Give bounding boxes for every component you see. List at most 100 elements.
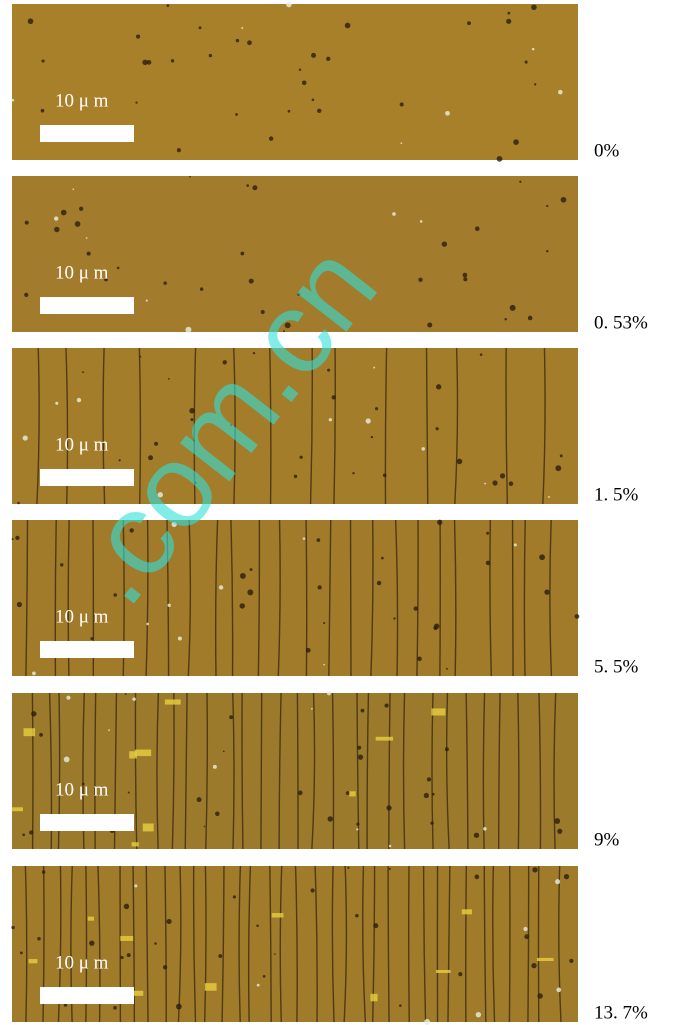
crack [509,866,510,1022]
scale-bar [40,125,134,142]
particle [24,293,28,297]
particle [139,356,141,358]
particle [445,747,449,751]
defect [132,842,139,846]
defect [431,708,445,715]
particle [200,287,203,290]
particle [163,281,167,285]
particle [475,226,480,231]
defect [29,959,38,963]
particle [509,481,514,486]
particle [15,536,19,540]
particle [252,185,257,190]
particle [523,927,527,931]
particle [546,250,548,252]
scale-label: 10 μ m [55,434,109,455]
particle [427,322,432,327]
particle [474,833,479,838]
defect [462,909,472,914]
particle [375,407,378,410]
particle [263,975,266,978]
particle [483,827,487,831]
particle [42,870,45,873]
particle [486,561,491,566]
strain-label: 0. 53% [594,312,648,333]
defect [349,791,355,796]
particle [546,205,548,207]
particle [463,277,467,281]
crack [528,866,529,1022]
particle [54,216,58,220]
particle [457,459,463,465]
particle [346,791,350,795]
particle [492,480,497,485]
particle [299,456,302,459]
particle [400,142,402,144]
figure-canvas: 10 μ m0%10 μ m0. 53%10 μ m1. 5%10 μ m5. … [0,0,675,1025]
particle [250,568,253,571]
crack [261,693,262,849]
particle [32,672,36,676]
particle [504,318,506,320]
particle [554,818,560,824]
particle [418,278,422,282]
defect [88,917,94,921]
particle [555,879,560,884]
particle [136,35,140,39]
particle [72,188,74,190]
defect [537,958,554,961]
particle [458,972,462,976]
particle [383,473,387,477]
particle [209,54,212,57]
particle [247,40,252,45]
scale-label: 10 μ m [55,606,109,627]
particle [400,102,404,106]
particle [298,791,303,796]
figure: 10 μ m0%10 μ m0. 53%10 μ m1. 5%10 μ m5. … [0,0,675,1025]
particle [29,830,33,834]
particle [168,378,170,380]
particle [28,18,34,24]
particle [371,436,373,438]
strain-label: 13. 7% [594,1002,648,1023]
particle [236,39,239,42]
particle [435,427,438,430]
strain-label: 1. 5% [594,484,639,505]
scale-bar [40,814,134,831]
particle [332,395,336,399]
particle [113,1006,117,1010]
particle [12,99,15,102]
particle [108,729,110,731]
particle [557,829,562,834]
particle [176,1004,182,1010]
particle [213,765,217,769]
particle [355,914,358,917]
particle [357,746,361,750]
particle [537,993,542,998]
particle [519,181,521,183]
particle [37,937,41,941]
particle [356,828,358,830]
particle [302,80,307,85]
particle [442,241,447,246]
particle [132,697,136,701]
strain-label: 0% [594,140,620,161]
particle [286,2,292,8]
particle [235,113,238,116]
particle [79,207,83,211]
particle [303,537,306,540]
particle [306,648,311,653]
particle [163,965,167,969]
particle [356,823,359,826]
particle [311,708,313,710]
particle [240,573,246,579]
particle [323,664,325,666]
particle [358,754,363,759]
particle [178,637,182,641]
particle [89,940,94,945]
particle [513,139,519,145]
particle [55,402,58,405]
particle [347,867,349,869]
particle [128,791,130,793]
particle [548,496,550,498]
